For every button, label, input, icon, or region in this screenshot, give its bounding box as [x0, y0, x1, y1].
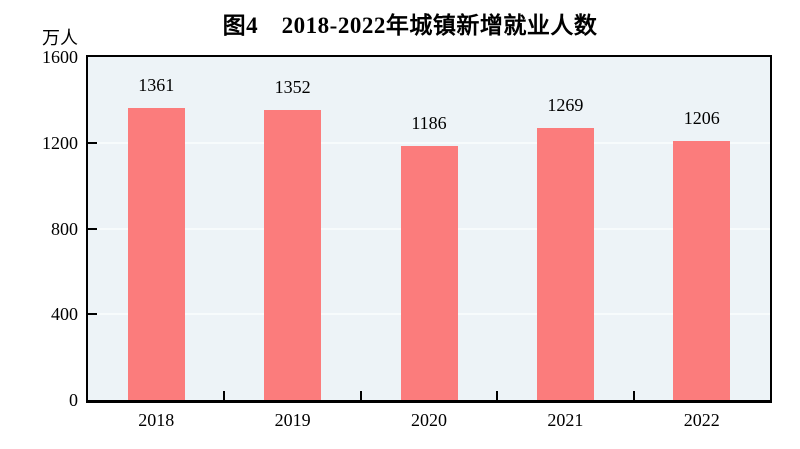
gridline-1200	[88, 141, 770, 144]
x-tick-label-2019: 2019	[274, 410, 311, 430]
bar-2019	[264, 110, 322, 400]
y-tick-mark-1200	[88, 141, 97, 144]
chart-title: 图4 2018-2022年城镇新增就业人数	[222, 13, 598, 38]
bar-value-label-2019: 1352	[274, 77, 311, 98]
x-tick-label-2020: 2020	[411, 410, 447, 430]
bar-2020	[400, 145, 458, 400]
bar-2022	[673, 141, 731, 400]
x-tick-label-2018: 2018	[138, 410, 175, 430]
bar-2021	[536, 127, 594, 400]
x-tick-mark	[223, 391, 226, 400]
bar-value-label-2021: 1269	[547, 94, 584, 115]
plot-area: 1361 1352 1186 1269 1206	[86, 55, 772, 403]
bar-value-label-2018: 1361	[138, 75, 175, 96]
x-tick-mark	[359, 391, 362, 400]
y-tick-mark-800	[88, 227, 97, 230]
bar-value-label-2022: 1206	[683, 108, 720, 129]
bar-value-label-2020: 1186	[411, 112, 447, 133]
x-tick-label-2021: 2021	[547, 410, 584, 430]
y-axis-unit-label: 万人	[42, 28, 78, 48]
x-tick-mark	[496, 391, 499, 400]
y-axis-tick-labels: 0 400 800 1200 1600	[0, 47, 78, 410]
y-tick-label-400: 400	[51, 304, 78, 325]
y-tick-label-0: 0	[69, 390, 78, 410]
x-tick-mark	[632, 391, 635, 400]
x-tick-label-2022: 2022	[683, 410, 720, 430]
y-tick-label-800: 800	[51, 218, 78, 239]
y-tick-mark-400	[88, 313, 97, 316]
x-axis-tick-labels: 2018 2019 2020 2021 2022	[86, 408, 772, 434]
y-tick-label-1200: 1200	[42, 132, 78, 153]
bar-2018	[127, 108, 185, 400]
y-tick-label-1600: 1600	[42, 47, 78, 67]
